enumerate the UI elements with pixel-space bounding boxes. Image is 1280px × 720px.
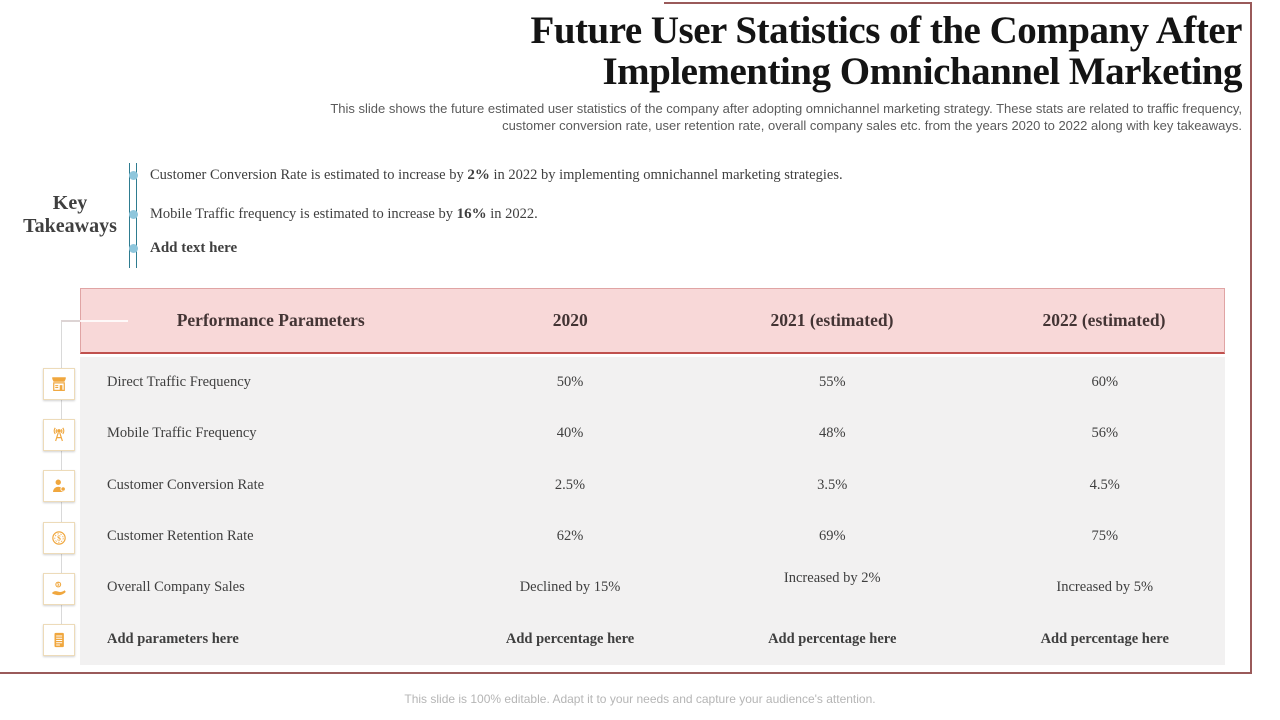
slide-title-line2: Implementing Omnichannel Marketing <box>602 50 1242 93</box>
value-cell-2021: 3.5% <box>817 476 848 493</box>
parameter-cell: Direct Traffic Frequency <box>107 374 251 391</box>
svg-text:$: $ <box>57 534 61 543</box>
slide-subtitle-line2: customer conversion rate, user retention… <box>502 117 1242 133</box>
slide-title: Future User Statistics of the Company Af… <box>322 9 1243 93</box>
bullet-dot-icon <box>129 171 138 181</box>
row-icon-box <box>43 368 75 400</box>
antenna-icon <box>50 426 68 444</box>
table-header-2021: 2021 (estimated) <box>770 310 894 330</box>
value-cell-2021: Increased by 2% <box>783 570 881 587</box>
slide-footer-note: This slide is 100% editable. Adapt it to… <box>404 692 876 706</box>
value-cell-2020: Add percentage here <box>505 630 635 647</box>
value-cell-2022: 4.5% <box>1089 476 1120 493</box>
parameter-cell: Customer Retention Rate <box>107 528 254 545</box>
table-row: Mobile Traffic Frequency 40% 48% 56% <box>80 408 1225 459</box>
value-cell-2020: 62% <box>556 528 584 545</box>
coin-icon: $ <box>50 529 68 547</box>
table-header-parameters: Performance Parameters <box>176 310 365 330</box>
bullet-dot-icon <box>129 244 138 254</box>
takeaway-text: Customer Conversion Rate is estimated to… <box>150 167 843 183</box>
table-row: Customer Retention Rate 62% 69% 75% <box>80 511 1225 562</box>
table-row: Direct Traffic Frequency 50% 55% 60% <box>80 357 1225 408</box>
bullet-dot-icon <box>129 210 138 220</box>
takeaway-bullet: Add text here <box>127 239 237 257</box>
table-row: Overall Company Sales Declined by 15% In… <box>80 562 1225 613</box>
value-cell-2020: 2.5% <box>554 476 586 493</box>
icon-rail-connector-overlay <box>80 320 128 322</box>
value-cell-2020: 50% <box>556 374 584 391</box>
user-icon <box>50 477 68 495</box>
value-cell-2022: 56% <box>1091 425 1119 442</box>
store-icon <box>50 375 68 393</box>
value-cell-2021: 55% <box>818 374 846 391</box>
parameter-cell: Mobile Traffic Frequency <box>107 425 257 442</box>
slide-subtitle: This slide shows the future estimated us… <box>292 101 1242 134</box>
hand-coin-icon: $ <box>50 580 68 598</box>
value-cell-2020: Declined by 15% <box>519 579 621 596</box>
slide-border-right <box>1250 2 1252 674</box>
row-icon-box <box>43 624 75 656</box>
takeaway-bullet: Customer Conversion Rate is estimated to… <box>127 166 843 184</box>
value-cell-2022: Increased by 5% <box>1056 579 1154 596</box>
table-row: Customer Conversion Rate 2.5% 3.5% 4.5% <box>80 460 1225 511</box>
table-body: Direct Traffic Frequency 50% 55% 60% Mob… <box>80 357 1225 665</box>
document-icon <box>50 631 68 649</box>
table-header-2022: 2022 (estimated) <box>1042 310 1166 330</box>
takeaway-text: Add text here <box>150 240 238 256</box>
value-cell-2022: Add percentage here <box>1040 630 1169 647</box>
value-cell-2021: 48% <box>818 425 846 442</box>
table-header-2020: 2020 <box>552 310 588 330</box>
takeaway-text: Mobile Traffic frequency is estimated to… <box>150 206 538 222</box>
svg-text:$: $ <box>57 583 60 588</box>
row-icon-box <box>43 470 75 502</box>
row-icon-box: $ <box>43 573 75 605</box>
parameter-cell: Customer Conversion Rate <box>107 476 265 493</box>
table-header-row: Performance Parameters 2020 2021 (estima… <box>80 288 1225 354</box>
parameter-cell: Add parameters here <box>107 630 239 647</box>
key-takeaways-heading: Key Takeaways <box>23 192 117 237</box>
icon-rail-connector <box>61 320 80 322</box>
row-icon-box: $ <box>43 522 75 554</box>
value-cell-2021: 69% <box>818 528 846 545</box>
slide-border-top <box>664 2 1252 4</box>
value-cell-2022: 75% <box>1091 528 1119 545</box>
value-cell-2020: 40% <box>556 425 584 442</box>
slide-subtitle-line1: This slide shows the future estimated us… <box>330 101 1242 116</box>
value-cell-2022: 60% <box>1091 374 1119 391</box>
parameter-cell: Overall Company Sales <box>107 579 245 596</box>
table-row: Add parameters here Add percentage here … <box>80 614 1225 665</box>
slide-border-bottom <box>0 672 1252 674</box>
value-cell-2021: Add percentage here <box>768 630 897 647</box>
takeaway-bullet: Mobile Traffic frequency is estimated to… <box>127 205 538 223</box>
row-icon-box <box>43 419 75 451</box>
slide-title-line1: Future User Statistics of the Company Af… <box>530 9 1243 52</box>
